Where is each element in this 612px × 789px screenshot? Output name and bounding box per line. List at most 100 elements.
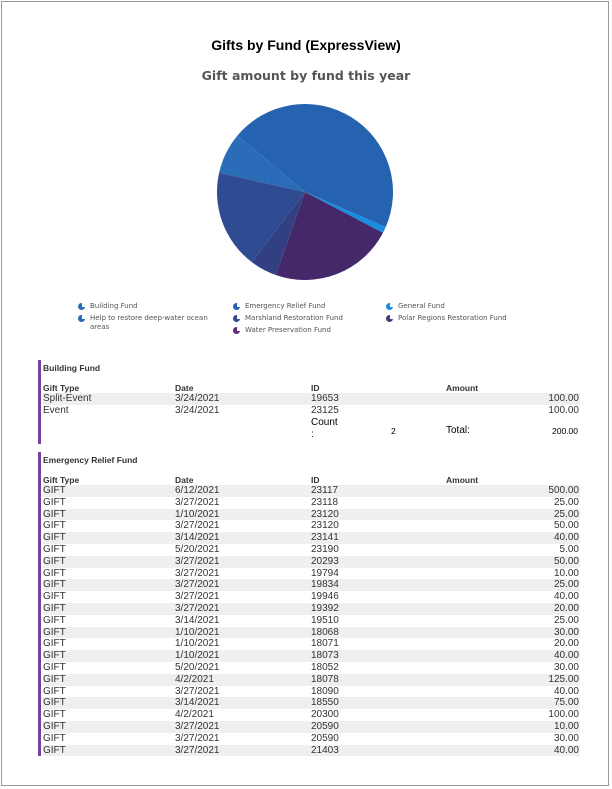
- cell-gift-type: GIFT: [43, 661, 66, 673]
- table-row: GIFT 1/10/2021 18073 40.00: [43, 650, 580, 662]
- legend-item: Marshland Restoration Fund: [233, 314, 383, 323]
- cell-date: 3/27/2021: [175, 579, 311, 592]
- legend-item: Polar Regions Restoration Fund: [386, 314, 536, 323]
- table-header-row: Gift Type Date ID Amount: [43, 382, 580, 393]
- total-label: Total:: [446, 425, 470, 436]
- cell-amount: 50.00: [553, 520, 579, 532]
- total-value: 200.00: [552, 426, 578, 436]
- table-row: GIFT 3/27/2021 18090 40.00: [43, 686, 580, 698]
- pie-chart: [217, 104, 393, 280]
- table-row: GIFT 3/27/2021 23120 50.00: [43, 520, 580, 532]
- cell-id: 18052: [311, 661, 339, 673]
- section-title: Emergency Relief Fund: [43, 455, 138, 465]
- pie-slice-marshland-restoration-fund: [217, 172, 305, 263]
- col-header-date: Date: [175, 475, 194, 485]
- cell-date: 3/27/2021: [175, 555, 311, 568]
- cell-date: 3/27/2021: [175, 732, 220, 744]
- section-title: Building Fund: [43, 363, 101, 373]
- table-row: GIFT 3/27/2021 19794 10.00: [43, 568, 580, 580]
- legend-item: Help to restore deep-water ocean areas: [78, 314, 228, 332]
- table-row: GIFT 3/27/2021 20590 10.00: [43, 720, 580, 733]
- cell-date: 1/10/2021: [175, 508, 311, 521]
- pie-legend-icon: [386, 315, 393, 322]
- cell-date: 3/24/2021: [175, 393, 311, 405]
- cell-date: 4/2/2021: [175, 673, 311, 686]
- col-header-gift-type: Gift Type: [43, 475, 80, 485]
- cell-amount: 30.00: [553, 661, 579, 673]
- legend-item: Building Fund: [78, 302, 228, 311]
- cell-gift-type: GIFT: [43, 602, 175, 615]
- cell-gift-type: GIFT: [43, 579, 175, 592]
- pie-slice-building-fund: [219, 135, 305, 192]
- cell-gift-type: GIFT: [43, 709, 66, 721]
- cell-gift-type: Event: [43, 404, 69, 416]
- count-value: 2: [391, 426, 396, 436]
- table-row: GIFT 1/10/2021 23120 25.00: [43, 508, 580, 521]
- cell-id: 23120: [311, 520, 339, 532]
- pie-legend-icon: [233, 327, 240, 334]
- cell-id: 19392: [311, 602, 446, 615]
- cell-gift-type: GIFT: [43, 485, 175, 497]
- cell-gift-type: GIFT: [43, 732, 66, 744]
- legend-item: Emergency Relief Fund: [233, 302, 383, 311]
- table-row: GIFT 4/2/2021 18078 125.00: [43, 673, 580, 686]
- cell-date: 3/27/2021: [175, 567, 220, 579]
- cell-id: 23141: [311, 532, 446, 544]
- cell-id: 18073: [311, 650, 446, 662]
- cell-amount: 25.00: [553, 614, 579, 626]
- cell-gift-type: GIFT: [43, 520, 66, 532]
- legend-item: Water Preservation Fund: [233, 326, 383, 335]
- cell-amount: 10.00: [446, 720, 580, 733]
- cell-amount: 100.00: [548, 404, 579, 416]
- cell-gift-type: GIFT: [43, 508, 175, 521]
- table-row: GIFT 3/14/2021 18550 75.00: [43, 697, 580, 710]
- pie-legend-icon: [386, 303, 393, 310]
- cell-gift-type: GIFT: [43, 697, 175, 710]
- cell-amount: 40.00: [446, 532, 580, 544]
- col-header-amount: Amount: [446, 383, 479, 393]
- cell-id: 20590: [311, 732, 339, 744]
- table-row: GIFT 3/14/2021 23141 40.00: [43, 532, 580, 544]
- cell-amount: 5.00: [559, 543, 579, 555]
- cell-id: 23120: [311, 508, 446, 521]
- cell-gift-type: GIFT: [43, 744, 175, 757]
- col-header-id: ID: [311, 383, 320, 393]
- legend-item: General Fund: [386, 302, 536, 311]
- table-row: Split-Event 3/24/2021 19653 100.00: [43, 393, 580, 405]
- building-fund-table: Gift Type Date ID Amount Split-Event 3/24…: [43, 382, 580, 417]
- emergency-relief-fund-table: Gift Type Date ID Amount GIFT 6/12/2021 23…: [43, 474, 580, 757]
- cell-id: 19946: [311, 591, 339, 603]
- cell-id: 23118: [311, 496, 339, 508]
- cell-amount: 25.00: [446, 508, 580, 521]
- cell-date: 6/12/2021: [175, 485, 311, 497]
- cell-date: 3/14/2021: [175, 532, 311, 544]
- cell-date: 5/20/2021: [175, 543, 220, 555]
- cell-gift-type: GIFT: [43, 638, 66, 650]
- cell-gift-type: GIFT: [43, 673, 175, 686]
- pie-legend-icon: [78, 315, 85, 322]
- cell-date: 3/14/2021: [175, 614, 220, 626]
- cell-date: 3/27/2021: [175, 496, 220, 508]
- table-row: Event 3/24/2021 23125 100.00: [43, 405, 580, 417]
- table-row: GIFT 3/27/2021 20590 30.00: [43, 733, 580, 745]
- pie-legend-icon: [233, 315, 240, 322]
- pie-slice-polar-regions-restoration-fund: [275, 192, 383, 280]
- chart-title: Gift amount by fund this year: [201, 68, 411, 83]
- cell-id: 23190: [311, 543, 339, 555]
- table-row: GIFT 3/27/2021 19392 20.00: [43, 602, 580, 615]
- table-row: GIFT 1/10/2021 18071 20.00: [43, 638, 580, 650]
- cell-gift-type: GIFT: [43, 720, 175, 733]
- cell-amount: 100.00: [548, 709, 579, 721]
- cell-id: 19510: [311, 614, 339, 626]
- table-row: GIFT 3/27/2021 21403 40.00: [43, 744, 580, 757]
- cell-amount: 10.00: [553, 567, 579, 579]
- cell-gift-type: GIFT: [43, 650, 175, 662]
- table-row: GIFT 5/20/2021 23190 5.00: [43, 544, 580, 556]
- col-header-date: Date: [175, 383, 194, 393]
- table-row: GIFT 3/27/2021 19946 40.00: [43, 591, 580, 603]
- report-title: Gifts by Fund (ExpressView): [211, 37, 401, 53]
- pie-slice-water-preservation-fund: [251, 192, 305, 275]
- col-header-amount: Amount: [446, 475, 479, 485]
- cell-date: 3/27/2021: [175, 720, 311, 733]
- cell-gift-type: GIFT: [43, 626, 175, 639]
